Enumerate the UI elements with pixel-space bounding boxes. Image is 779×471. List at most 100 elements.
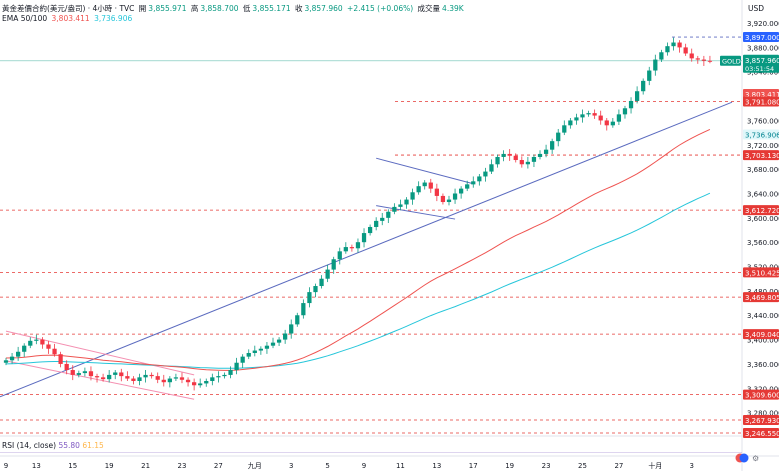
candle-body xyxy=(574,117,579,121)
price-label-bg xyxy=(743,96,779,107)
candle-body xyxy=(9,356,15,361)
candle-body xyxy=(119,372,124,377)
x-tick-label: 23 xyxy=(542,462,551,470)
candle-body xyxy=(100,377,106,380)
candle-body xyxy=(191,382,197,386)
tradingview-logo-icon[interactable] xyxy=(735,453,749,463)
candle-body xyxy=(380,217,385,221)
x-tick-label: 5 xyxy=(325,462,329,470)
candle-body xyxy=(167,378,172,383)
candle-body xyxy=(641,80,646,92)
price-label-bg xyxy=(743,129,779,140)
candle-body xyxy=(246,352,251,357)
candle-body xyxy=(179,377,185,380)
candle-body xyxy=(550,141,555,150)
candle-body xyxy=(665,46,670,53)
candle-body xyxy=(440,195,446,203)
candle-body xyxy=(537,153,543,157)
y-tick-label: 3,640.000 xyxy=(747,190,779,198)
candle-body xyxy=(234,362,239,371)
candle-body xyxy=(465,184,470,189)
candle-body xyxy=(52,348,57,355)
candle-body xyxy=(34,339,39,341)
candle-body xyxy=(428,182,433,189)
candle-body xyxy=(22,345,27,352)
ema100-value: 3,736.906 xyxy=(94,14,133,23)
candle-body xyxy=(222,374,227,377)
currency-label: USD xyxy=(748,4,765,13)
candle-body xyxy=(416,186,421,193)
candle-body xyxy=(216,376,221,378)
y-tick-label: 3,920.000 xyxy=(747,20,779,28)
candle-body xyxy=(568,120,573,126)
candle-body xyxy=(689,53,694,59)
high-value: 3,858.700 xyxy=(200,4,239,13)
rsi-label: RSI (14, close) xyxy=(2,441,57,450)
candle-body xyxy=(598,115,603,121)
open-value: 3,855.971 xyxy=(148,4,187,13)
candle-body xyxy=(507,153,512,156)
candle-body xyxy=(519,160,524,165)
x-tick-label: 9 xyxy=(4,462,8,470)
price-label: 3,309.600 xyxy=(745,392,779,400)
x-tick-label: 17 xyxy=(469,462,478,470)
price-label-bg xyxy=(743,205,779,216)
candle-body xyxy=(367,226,373,234)
y-tick-label: 3,480.000 xyxy=(747,288,779,296)
candle-body xyxy=(137,377,142,381)
candle-body xyxy=(289,324,294,334)
candle-body xyxy=(610,121,615,126)
candle-body xyxy=(313,286,318,293)
x-tick-label: 13 xyxy=(32,462,41,470)
ema100-line xyxy=(5,192,711,369)
candle-body xyxy=(204,380,209,384)
current-price-label: 3,857.960 xyxy=(745,57,779,65)
candle-body xyxy=(343,247,348,252)
x-tick-label: 27 xyxy=(614,462,623,470)
candle-body xyxy=(628,100,634,109)
volume-label: 成交量 xyxy=(417,4,441,13)
candle-body xyxy=(659,52,664,60)
volume-value: 4.39K xyxy=(442,4,464,13)
symbol-title: 黃金差價合約(美元/盎司) · 4小時 · TVC xyxy=(2,4,135,13)
candle-body xyxy=(125,376,130,379)
price-label-bg xyxy=(743,414,779,425)
candle-body xyxy=(143,374,148,378)
candle-body xyxy=(228,370,233,375)
gear-icon[interactable]: ⚙ xyxy=(752,454,760,463)
candle-body xyxy=(283,333,288,340)
x-tick-label: 9 xyxy=(362,462,366,470)
candle-body xyxy=(161,379,166,383)
x-tick-label: 九月 xyxy=(248,461,262,470)
y-tick-label: 3,440.000 xyxy=(747,312,779,320)
candle-body xyxy=(695,58,700,60)
candle-body xyxy=(64,363,69,371)
price-label-bg xyxy=(743,292,779,303)
candle-body xyxy=(422,182,427,187)
candle-body xyxy=(701,59,706,61)
candle-body xyxy=(94,376,100,378)
candle-body xyxy=(477,176,482,182)
ema50-value: 3,803.411 xyxy=(51,14,90,23)
candle-body xyxy=(113,372,118,375)
rsi-value: 55.80 xyxy=(58,441,80,450)
ema50-line xyxy=(5,128,711,371)
close-label: 收 xyxy=(294,4,303,13)
price-label: 3,510.425 xyxy=(745,269,779,277)
flag-bottom-line xyxy=(376,205,456,220)
candle-body xyxy=(525,161,531,165)
candle-body xyxy=(155,376,160,380)
candle-body xyxy=(28,340,33,346)
price-label: 3,612.720 xyxy=(745,207,779,215)
flag-top-line xyxy=(376,157,474,185)
y-tick-label: 3,320.000 xyxy=(747,385,779,393)
candle-body xyxy=(58,354,63,364)
candle-body xyxy=(707,60,713,62)
descending-channel-bottom xyxy=(5,360,195,400)
candle-body xyxy=(543,149,549,154)
x-tick-label: 13 xyxy=(432,462,441,470)
rising-trendline xyxy=(0,101,733,398)
low-value: 3,855.171 xyxy=(252,4,291,13)
candle-body xyxy=(404,199,409,205)
